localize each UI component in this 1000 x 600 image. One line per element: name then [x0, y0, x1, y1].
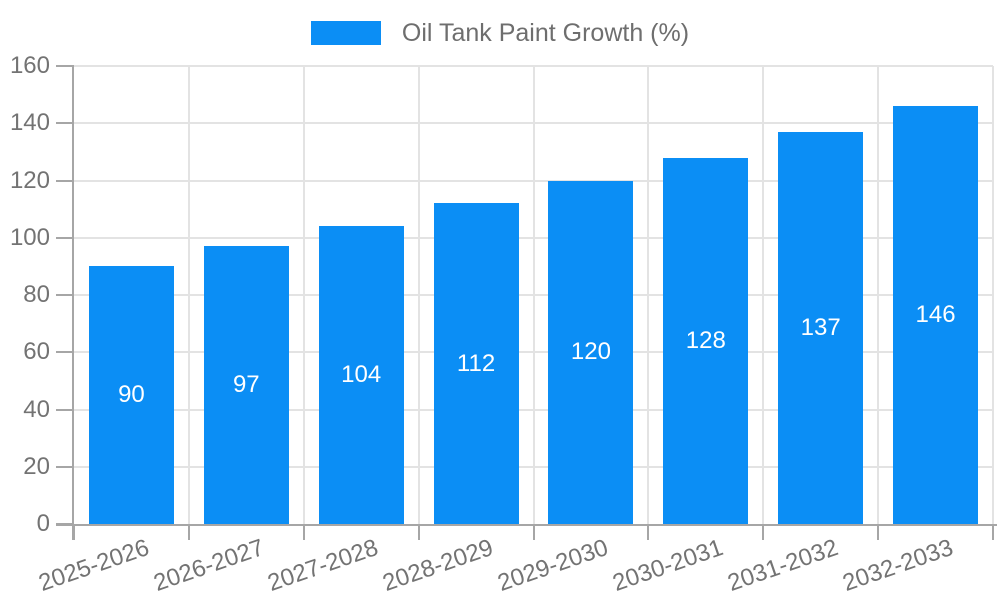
gridline-v — [417, 66, 420, 524]
x-tick-label: 2025-2026 — [34, 534, 153, 597]
y-tick-label: 140 — [9, 109, 50, 137]
y-tick — [56, 408, 74, 411]
x-tick — [992, 524, 994, 540]
x-tick-label: 2028-2029 — [379, 534, 497, 597]
x-tick — [877, 524, 880, 540]
y-tick — [56, 65, 74, 67]
bar: 120 — [548, 180, 634, 524]
x-tick — [532, 524, 535, 540]
x-tick-label: 2031-2032 — [724, 534, 842, 597]
y-tick — [56, 236, 74, 239]
x-tick — [302, 524, 305, 540]
gridline-v — [992, 66, 994, 524]
gridline-v — [302, 66, 305, 524]
x-tick-label: 2027-2028 — [264, 534, 382, 597]
y-tick-label: 60 — [23, 338, 50, 366]
y-tick — [56, 351, 74, 354]
legend-swatch — [310, 21, 381, 45]
x-tick-label: 2026-2027 — [149, 534, 268, 597]
bar-value-label: 112 — [456, 349, 496, 377]
bar-value-label: 90 — [118, 381, 145, 409]
x-tick — [417, 524, 420, 540]
bar: 128 — [663, 157, 749, 524]
legend-label: Oil Tank Paint Growth (%) — [401, 18, 690, 47]
gridline-v — [647, 66, 650, 524]
y-axis-line — [72, 66, 74, 540]
y-tick — [56, 465, 74, 468]
y-tick — [56, 122, 74, 125]
y-tick-label: 20 — [23, 452, 50, 480]
bar-value-label: 137 — [800, 313, 841, 341]
x-axis-line — [56, 524, 997, 526]
y-tick-label: 100 — [9, 223, 50, 251]
x-tick-label: 2032-2033 — [839, 534, 957, 597]
chart-legend: Oil Tank Paint Growth (%) — [0, 16, 1000, 50]
gridline-v — [532, 66, 535, 524]
y-tick-label: 80 — [23, 281, 50, 308]
x-tick — [647, 524, 650, 540]
y-tick-label: 120 — [9, 166, 50, 194]
bar: 137 — [778, 131, 864, 524]
bar: 146 — [893, 106, 979, 524]
bar: 104 — [318, 226, 404, 524]
gridline-v — [877, 66, 880, 524]
gridline-v — [187, 66, 190, 524]
bar: 90 — [88, 266, 174, 524]
bar-value-label: 104 — [341, 361, 382, 389]
bar-value-label: 120 — [570, 338, 611, 366]
y-tick-label: 160 — [9, 52, 50, 79]
x-tick — [187, 524, 190, 540]
bar: 97 — [203, 246, 289, 524]
bar-value-label: 128 — [685, 326, 726, 354]
bar-value-label: 146 — [915, 301, 956, 329]
y-tick — [56, 179, 74, 182]
bar: 112 — [433, 203, 519, 524]
x-tick — [762, 524, 765, 540]
x-tick-label: 2030-2031 — [609, 534, 727, 597]
gridline-v — [762, 66, 765, 524]
y-tick-label: 0 — [36, 510, 50, 537]
y-tick — [56, 294, 74, 296]
bar-value-label: 97 — [232, 371, 260, 399]
x-tick-label: 2029-2030 — [494, 534, 612, 597]
y-tick-label: 40 — [23, 395, 50, 423]
x-tick — [73, 524, 75, 540]
